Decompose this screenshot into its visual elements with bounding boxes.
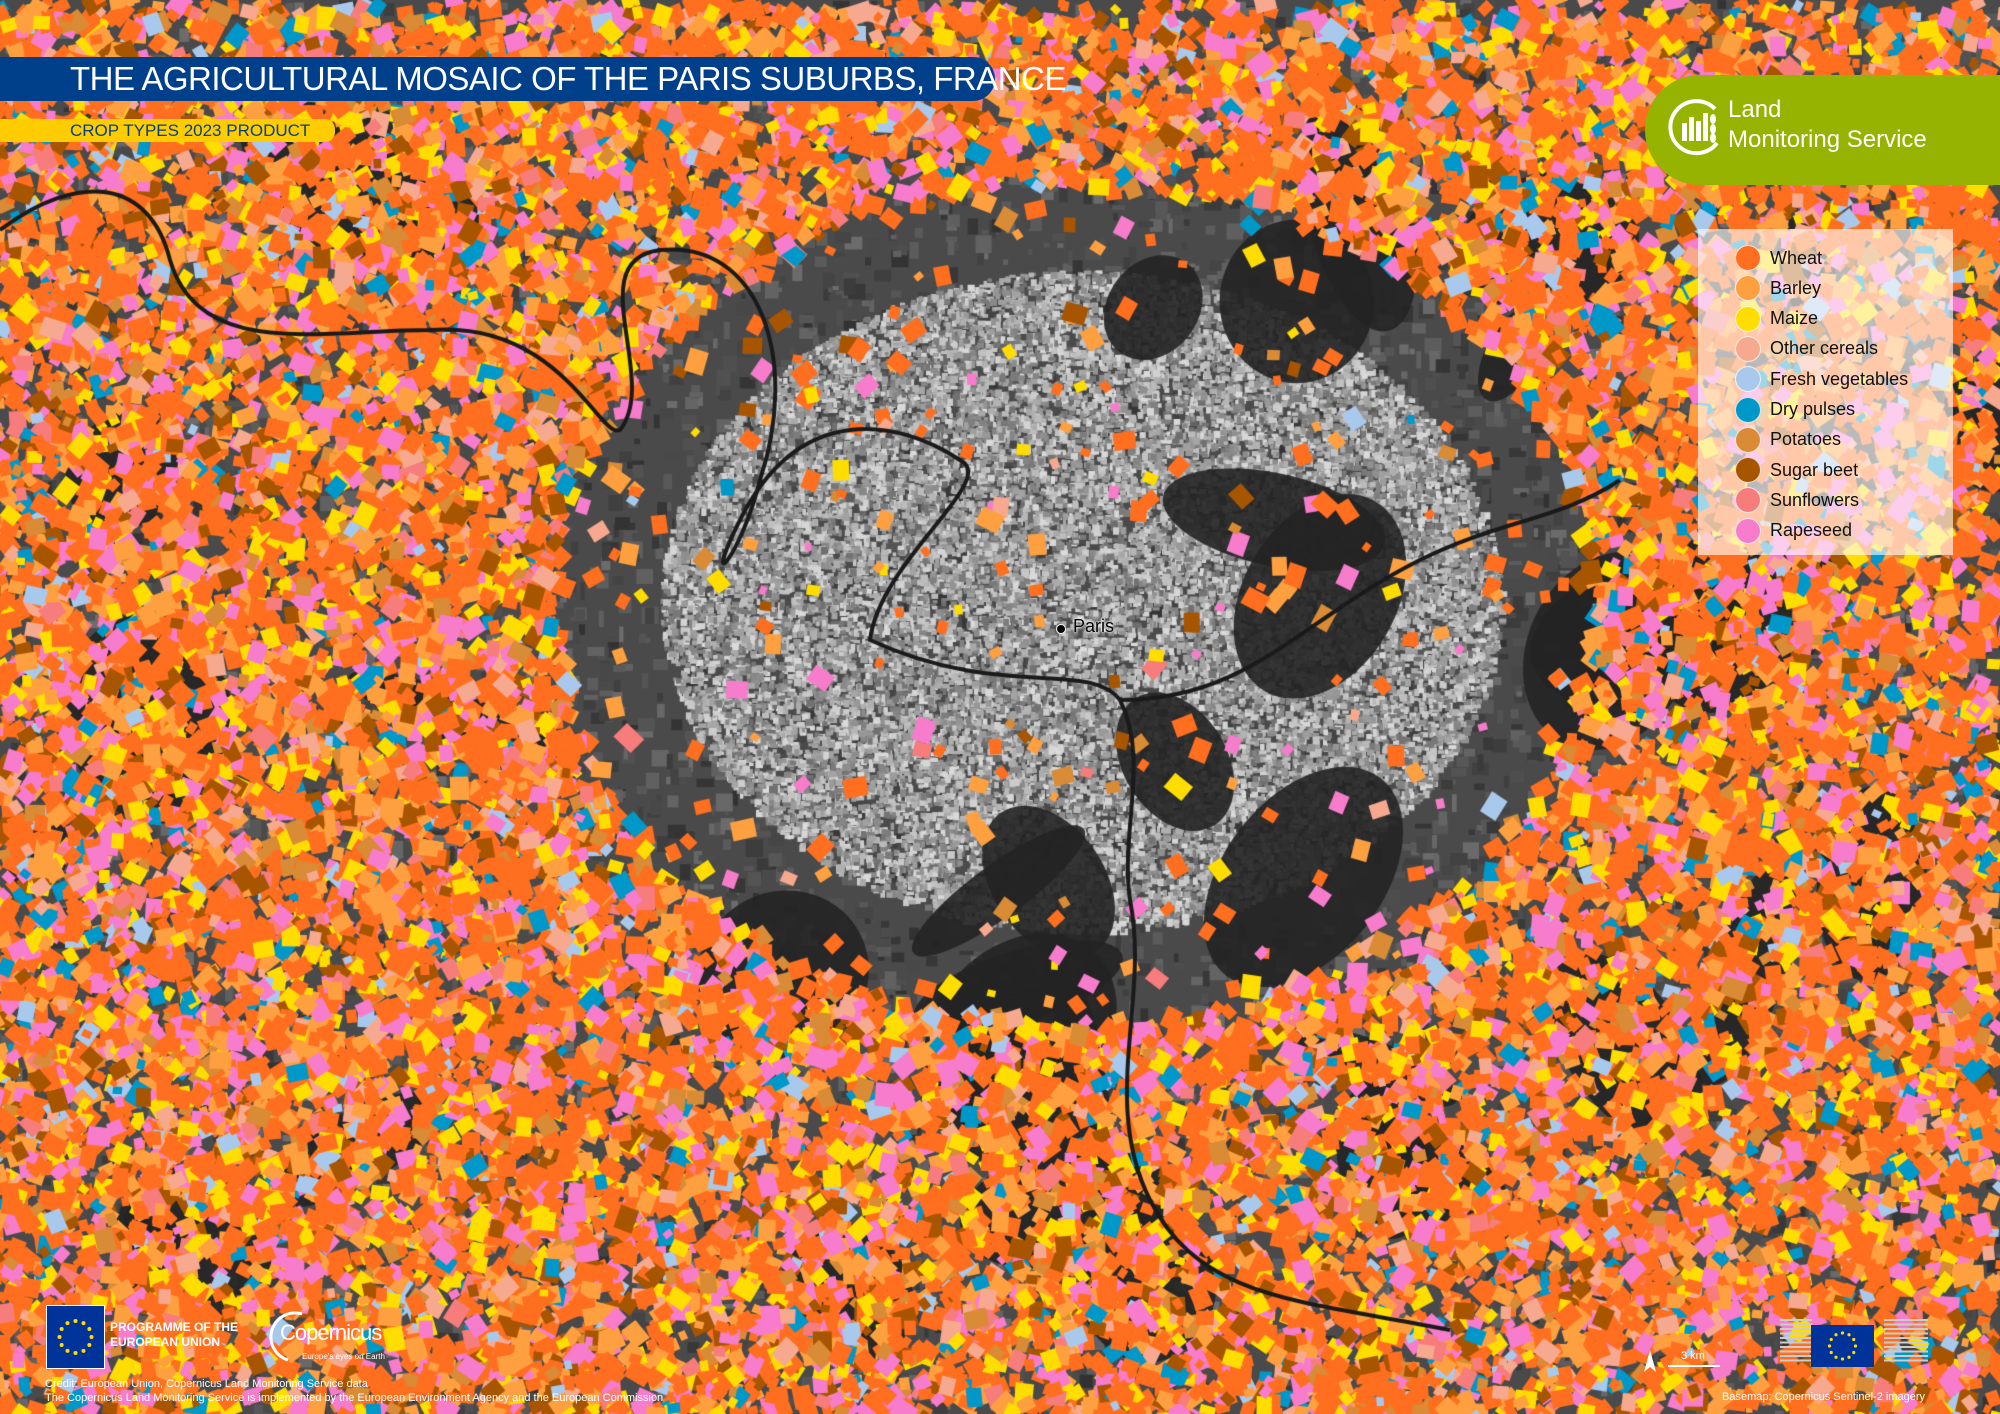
copernicus-swoosh-icon [269,1311,303,1362]
legend-item: Sugar beet [1735,456,1858,484]
legend-label: Sunflowers [1770,489,1860,510]
legend-swatch [1735,396,1761,423]
programme-line-1: PROGRAMME OF THE [110,1320,238,1334]
programme-label: PROGRAMME OF THE EUROPEAN UNION [110,1320,238,1350]
legend-label: Maize [1770,308,1819,329]
legend-label: Potatoes [1770,429,1842,450]
legend-swatch [1735,426,1761,453]
legend-label: Other cereals [1770,338,1879,359]
brand-line-2: Monitoring Service [1728,126,1927,153]
legend-label: Sugar beet [1770,459,1859,480]
legend-label: Barley [1770,277,1822,298]
legend-label: Wheat [1770,247,1823,268]
legend-item: Maize [1735,305,1818,333]
scale-bar [1668,1365,1720,1367]
programme-line-2: EUROPEAN UNION [110,1335,221,1349]
credit-line-1: Credit: European Union, Copernicus Land … [45,1378,368,1390]
legend-item: Dry pulses [1735,396,1855,424]
legend-swatch [1735,245,1761,271]
legend-swatch [1735,335,1761,362]
legend-swatch [1735,517,1761,544]
legend-item: Barley [1735,274,1821,302]
scale-label: 3 km [1681,1350,1705,1362]
legend-item: Wheat [1735,244,1822,272]
eu-flag-icon [46,1305,105,1369]
legend-item: Fresh vegetables [1735,365,1908,393]
copernicus-logo: Copernicus Europe's eyes on Earth [262,1308,392,1368]
land-monitoring-service-logo: Land Monitoring Service [1645,75,2000,185]
legend-label: Rapeseed [1770,520,1853,541]
legend-swatch [1735,366,1761,393]
european-commission-logo-icon [1780,1319,1928,1367]
copernicus-tagline: Europe's eyes on Earth [302,1352,385,1361]
brand-line-1: Land [1728,96,1782,123]
legend-item: Rapeseed [1735,517,1852,545]
paris-marker [1056,624,1066,634]
legend-label: Fresh vegetables [1770,368,1909,389]
legend-item: Potatoes [1735,426,1841,454]
copernicus-wordmark: Copernicus [280,1320,382,1345]
legend-label: Dry pulses [1770,399,1856,419]
legend-item: Other cereals [1735,335,1878,363]
legend-swatch [1735,275,1761,302]
legend-swatch [1735,487,1761,514]
legend: Wheat Barley Maize Other cereals Fresh veget… [1698,229,1953,555]
basemap-credit: Basemap: Copernicus Sentinel-2 imagery [1722,1391,1925,1403]
legend-swatch [1735,305,1761,332]
north-arrow-icon [1644,1350,1656,1372]
credit-line-2: The Copernicus Land Monitoring Service i… [45,1392,664,1404]
page-subtitle: CROP TYPES 2023 PRODUCT [0,119,335,142]
paris-label: Paris [1073,616,1115,636]
legend-item: Sunflowers [1735,486,1859,514]
page-title: THE AGRICULTURAL MOSAIC OF THE PARIS SUB… [0,57,1066,101]
land-monitoring-icon [1668,99,1719,156]
legend-swatch [1735,457,1761,484]
